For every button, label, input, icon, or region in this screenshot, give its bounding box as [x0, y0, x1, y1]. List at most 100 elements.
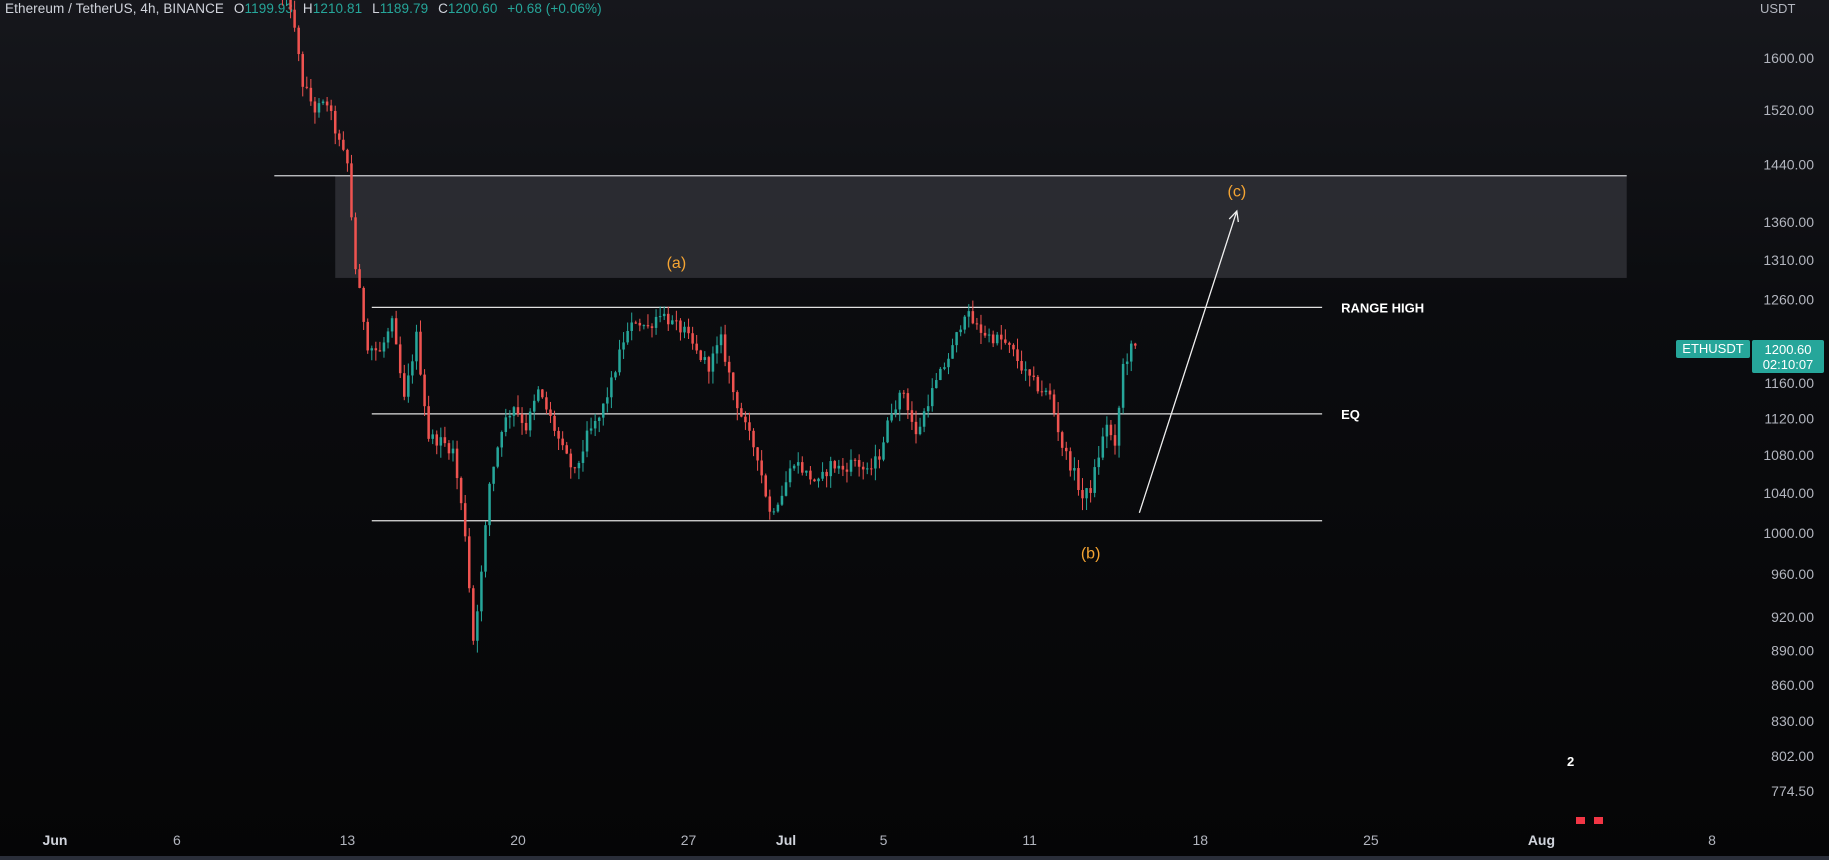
- candle[interactable]: [744, 411, 747, 430]
- candle[interactable]: [581, 440, 585, 472]
- candle[interactable]: [890, 403, 893, 423]
- candle[interactable]: [711, 346, 715, 384]
- candle[interactable]: [671, 315, 674, 325]
- candle[interactable]: [496, 446, 499, 469]
- candle[interactable]: [1028, 369, 1031, 387]
- candle[interactable]: [293, 0, 296, 32]
- candle[interactable]: [1052, 389, 1056, 417]
- candle[interactable]: [317, 98, 321, 118]
- candle[interactable]: [1020, 350, 1023, 374]
- candle[interactable]: [366, 318, 369, 354]
- candle[interactable]: [703, 351, 707, 364]
- candle[interactable]: [780, 485, 784, 506]
- supply-zone[interactable]: [335, 175, 1627, 278]
- candle[interactable]: [537, 386, 540, 403]
- candle[interactable]: [374, 341, 378, 361]
- candle[interactable]: [817, 477, 820, 488]
- candle[interactable]: [463, 494, 467, 542]
- symbol-title[interactable]: Ethereum / TetherUS, 4h, BINANCE: [5, 1, 225, 16]
- candle[interactable]: [926, 394, 930, 418]
- candle[interactable]: [788, 460, 792, 488]
- candle[interactable]: [484, 521, 487, 578]
- candle[interactable]: [488, 482, 491, 536]
- candle[interactable]: [1081, 478, 1084, 511]
- candle[interactable]: [1012, 343, 1015, 357]
- candle[interactable]: [955, 331, 958, 353]
- candle[interactable]: [1125, 353, 1129, 376]
- candle[interactable]: [1134, 342, 1137, 349]
- candle[interactable]: [865, 462, 869, 475]
- candle[interactable]: [995, 331, 999, 346]
- candle[interactable]: [1036, 374, 1040, 394]
- candle[interactable]: [1113, 424, 1117, 455]
- candle[interactable]: [439, 427, 443, 458]
- candle[interactable]: [333, 105, 337, 145]
- candle[interactable]: [845, 462, 849, 483]
- candle[interactable]: [666, 306, 670, 331]
- candle[interactable]: [1008, 341, 1011, 353]
- candle[interactable]: [545, 391, 548, 414]
- candle[interactable]: [297, 25, 300, 62]
- currency-label[interactable]: USDT: [1760, 1, 1796, 16]
- candle[interactable]: [573, 466, 577, 474]
- candle[interactable]: [285, 0, 288, 7]
- candle[interactable]: [289, 0, 292, 19]
- candle[interactable]: [569, 448, 573, 479]
- candle[interactable]: [1109, 419, 1113, 441]
- candle[interactable]: [906, 388, 910, 419]
- candle[interactable]: [476, 604, 479, 653]
- candle[interactable]: [350, 154, 353, 221]
- candle[interactable]: [338, 129, 341, 147]
- candle[interactable]: [833, 459, 837, 473]
- candle[interactable]: [431, 429, 434, 445]
- candle[interactable]: [752, 428, 755, 457]
- candle[interactable]: [914, 410, 918, 444]
- event-flag-icon[interactable]: [1576, 817, 1585, 824]
- candle[interactable]: [1016, 338, 1019, 369]
- candle[interactable]: [325, 96, 329, 112]
- candle[interactable]: [492, 466, 495, 492]
- candle[interactable]: [313, 96, 317, 124]
- candle[interactable]: [809, 466, 812, 485]
- candle[interactable]: [593, 413, 597, 437]
- candle[interactable]: [565, 441, 568, 455]
- candle[interactable]: [870, 458, 873, 476]
- candle[interactable]: [930, 378, 934, 412]
- candle[interactable]: [687, 318, 690, 340]
- candle[interactable]: [541, 389, 544, 399]
- candle[interactable]: [528, 408, 532, 437]
- candle[interactable]: [910, 401, 914, 430]
- candle[interactable]: [723, 324, 727, 367]
- candle[interactable]: [427, 395, 430, 442]
- candle[interactable]: [346, 148, 349, 172]
- candle[interactable]: [342, 131, 345, 152]
- candle[interactable]: [472, 585, 475, 645]
- candle[interactable]: [707, 355, 711, 384]
- candle[interactable]: [1024, 361, 1027, 381]
- candle[interactable]: [577, 460, 581, 480]
- candle[interactable]: [386, 327, 390, 349]
- candle[interactable]: [480, 565, 483, 622]
- candle[interactable]: [1032, 366, 1036, 381]
- candle[interactable]: [1040, 380, 1044, 397]
- candle[interactable]: [423, 369, 426, 416]
- candle[interactable]: [309, 79, 313, 106]
- candle[interactable]: [321, 99, 325, 106]
- candle[interactable]: [626, 322, 629, 345]
- candle[interactable]: [951, 338, 954, 359]
- candle[interactable]: [459, 476, 463, 511]
- candle[interactable]: [805, 470, 808, 476]
- candle[interactable]: [614, 370, 617, 381]
- candle[interactable]: [736, 390, 739, 421]
- event-count[interactable]: 2: [1567, 754, 1575, 769]
- candle[interactable]: [606, 387, 609, 413]
- time-axis[interactable]: Jun 6 13 20 27 Jul 5 11 18 25 Aug 8: [43, 832, 1717, 848]
- candle[interactable]: [508, 410, 512, 429]
- candle[interactable]: [447, 440, 451, 460]
- candle[interactable]: [772, 508, 776, 515]
- candle[interactable]: [760, 450, 763, 484]
- candle[interactable]: [634, 320, 638, 324]
- candle[interactable]: [849, 449, 853, 477]
- candle[interactable]: [963, 315, 966, 334]
- candle[interactable]: [882, 436, 885, 462]
